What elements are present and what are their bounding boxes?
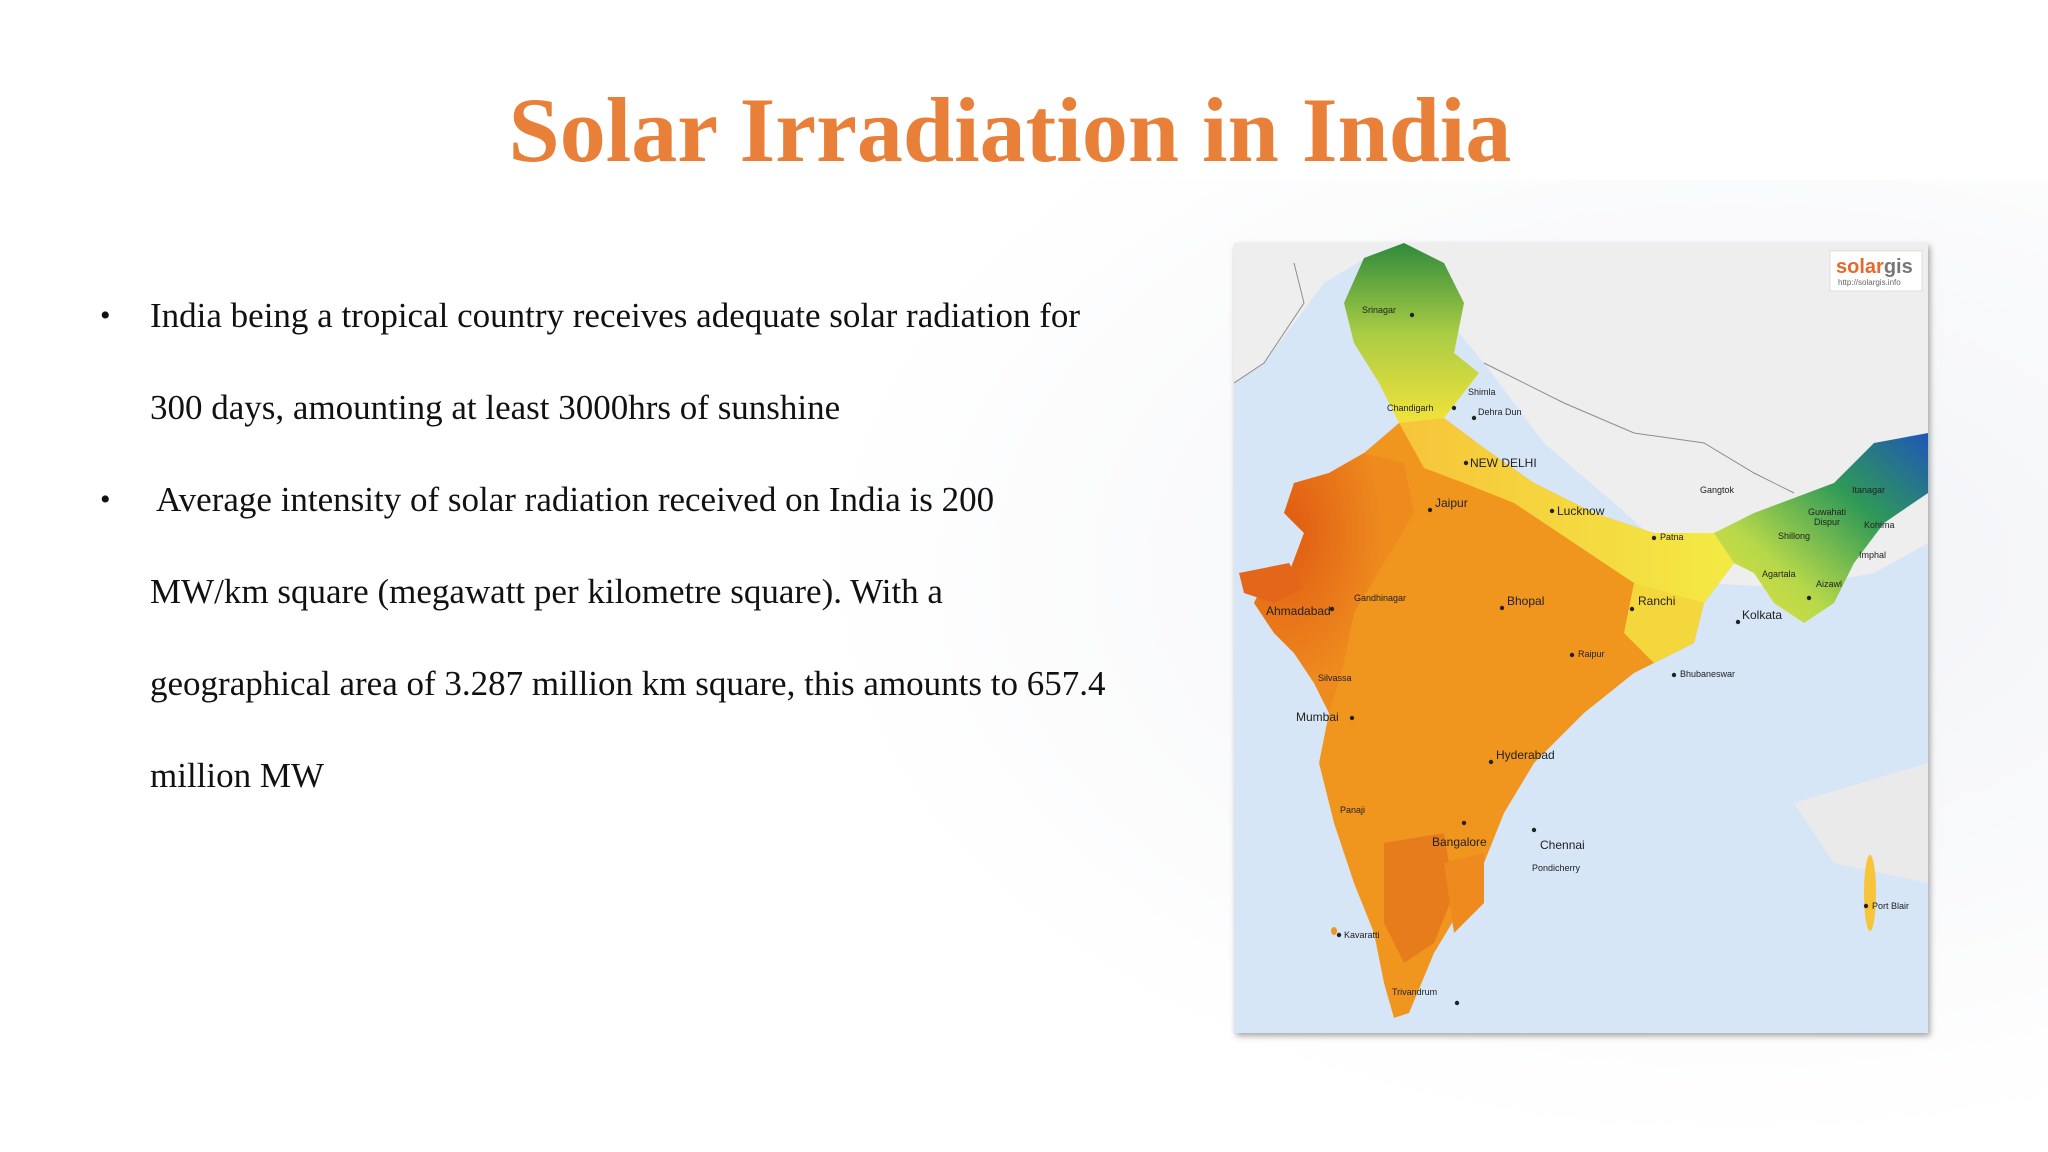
city-label: Kavaratti — [1344, 930, 1380, 940]
city-label: Ranchi — [1638, 594, 1675, 608]
city-label: Hyderabad — [1496, 748, 1555, 762]
city-label: Dispur — [1814, 517, 1840, 527]
west-hot-zone — [1254, 453, 1414, 713]
city-label: Guwahati — [1808, 507, 1846, 517]
andaman-islands — [1864, 855, 1876, 931]
kutch-zone — [1239, 563, 1304, 603]
south-patch — [1384, 833, 1454, 963]
city-label: Kohima — [1864, 520, 1895, 530]
border-line — [1234, 262, 1795, 494]
city-label: Itanagar — [1852, 485, 1885, 495]
city-label: Lucknow — [1557, 504, 1605, 518]
city-label: Bhopal — [1507, 594, 1544, 608]
gangetic-plain — [1399, 418, 1734, 608]
bullet-text: India being a tropical country receives … — [150, 296, 1081, 427]
city-label: Shillong — [1778, 531, 1810, 541]
city-label: Dehra Dun — [1478, 407, 1522, 417]
city-label: Chandigarh — [1387, 403, 1434, 413]
city-label: Bhubaneswar — [1680, 669, 1735, 679]
city-label: Shimla — [1468, 387, 1496, 397]
city-label: Aizawl — [1816, 579, 1842, 589]
india-map-svg: solargis http://solargis.info — [1234, 243, 1928, 1018]
city-label: Patna — [1660, 532, 1684, 542]
city-label: Mumbai — [1296, 710, 1339, 724]
north-east — [1714, 433, 1928, 623]
city-label: Bangalore — [1432, 835, 1487, 849]
himalayan-north — [1344, 243, 1479, 423]
solargis-url: http://solargis.info — [1838, 278, 1901, 287]
city-label: Ahmadabad — [1266, 604, 1331, 618]
bullet-item: • Average intensity of solar radiation r… — [98, 454, 1118, 822]
city-label: Kolkata — [1742, 608, 1782, 622]
bullet-list: • India being a tropical country receive… — [98, 270, 1118, 822]
city-label: Raipur — [1578, 649, 1605, 659]
tn-patch — [1444, 853, 1484, 933]
solar-irradiation-map: solargis http://solargis.info — [1234, 243, 1928, 1033]
bullet-marker: • — [100, 483, 111, 516]
east-yellow-zone — [1624, 583, 1704, 663]
city-label: Silvassa — [1318, 673, 1352, 683]
city-label: Gangtok — [1700, 485, 1735, 495]
city-label: Trivandrum — [1392, 987, 1437, 997]
bullet-item: • India being a tropical country receive… — [98, 270, 1118, 454]
city-label: Gandhinagar — [1354, 593, 1406, 603]
neighbour-land-east — [1794, 763, 1928, 883]
slide-title: Solar Irradiation in India — [508, 79, 1512, 181]
lakshadweep — [1331, 927, 1337, 935]
solargis-logo: solargis — [1836, 256, 1913, 278]
bullet-text: Average intensity of solar radiation rec… — [150, 480, 1106, 795]
city-label: Imphal — [1859, 550, 1886, 560]
city-label: Jaipur — [1435, 496, 1468, 510]
city-markers — [1329, 312, 1869, 1006]
bullet-marker: • — [100, 299, 111, 332]
city-label: Srinagar — [1362, 305, 1396, 315]
city-label: Agartala — [1762, 569, 1796, 579]
city-label: NEW DELHI — [1470, 456, 1537, 470]
city-label: Panaji — [1340, 805, 1365, 815]
neighbour-land — [1234, 243, 1928, 588]
solargis-logo-box — [1829, 250, 1923, 292]
city-label: Pondicherry — [1532, 863, 1581, 873]
city-label: Chennai — [1540, 838, 1585, 852]
city-label: Port Blair — [1872, 901, 1909, 911]
